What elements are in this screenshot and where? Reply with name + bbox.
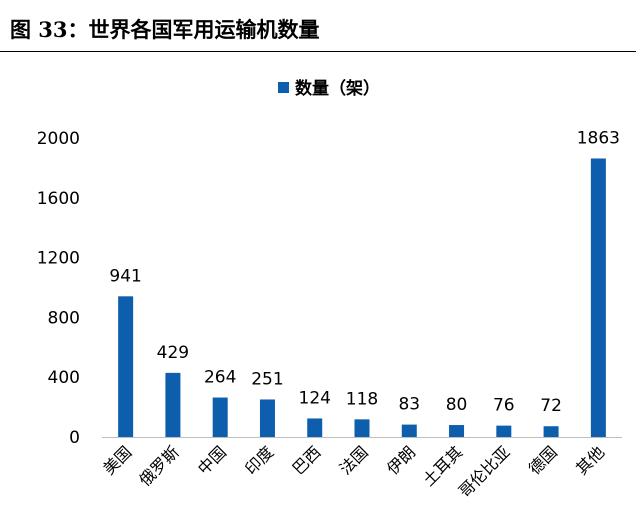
bar bbox=[212, 397, 228, 437]
bar bbox=[354, 419, 370, 437]
legend-swatch bbox=[278, 82, 289, 93]
bar bbox=[496, 425, 512, 437]
category-label: 美国 bbox=[99, 442, 135, 478]
bar bbox=[449, 425, 465, 437]
y-tick-label: 800 bbox=[48, 308, 80, 328]
data-label: 118 bbox=[346, 389, 378, 409]
category-label: 伊朗 bbox=[383, 442, 419, 478]
y-axis: 0 400 800 1200 1600 2000 bbox=[37, 129, 80, 448]
category-label: 法国 bbox=[336, 442, 372, 478]
data-label: 264 bbox=[204, 368, 236, 388]
y-tick-label: 1600 bbox=[37, 189, 80, 209]
category-label: 哥伦比亚 bbox=[455, 442, 514, 501]
data-label: 429 bbox=[157, 343, 189, 363]
bar bbox=[165, 372, 181, 437]
data-label: 124 bbox=[299, 388, 331, 408]
legend: 数量（架） bbox=[278, 78, 380, 99]
bars bbox=[118, 158, 606, 437]
data-label: 80 bbox=[446, 395, 468, 415]
data-label: 1863 bbox=[577, 128, 620, 148]
bar bbox=[401, 424, 417, 437]
y-tick-label: 0 bbox=[69, 428, 80, 448]
title-divider bbox=[0, 51, 636, 52]
bar bbox=[543, 426, 559, 437]
category-label: 巴西 bbox=[288, 442, 324, 478]
y-tick-label: 2000 bbox=[37, 129, 80, 149]
y-tick-label: 400 bbox=[48, 368, 80, 388]
category-label: 德国 bbox=[525, 442, 561, 478]
page-title: 图 33：世界各国军用运输机数量 bbox=[10, 17, 320, 42]
data-labels: 941 429 264 251 124 118 83 80 76 72 1863 bbox=[109, 128, 620, 416]
category-label: 俄罗斯 bbox=[135, 442, 182, 489]
data-label: 251 bbox=[251, 369, 283, 389]
y-tick-label: 1200 bbox=[37, 249, 80, 269]
legend-label: 数量（架） bbox=[295, 78, 380, 99]
data-label: 76 bbox=[493, 396, 515, 416]
category-label: 印度 bbox=[241, 442, 277, 478]
data-label: 941 bbox=[109, 266, 141, 286]
bar bbox=[118, 296, 134, 437]
category-label: 中国 bbox=[194, 442, 230, 478]
data-label: 72 bbox=[540, 396, 562, 416]
data-label: 83 bbox=[398, 395, 420, 415]
bar bbox=[259, 399, 275, 437]
bar bbox=[590, 158, 606, 437]
bar bbox=[307, 418, 323, 437]
category-label: 其他 bbox=[572, 442, 608, 478]
